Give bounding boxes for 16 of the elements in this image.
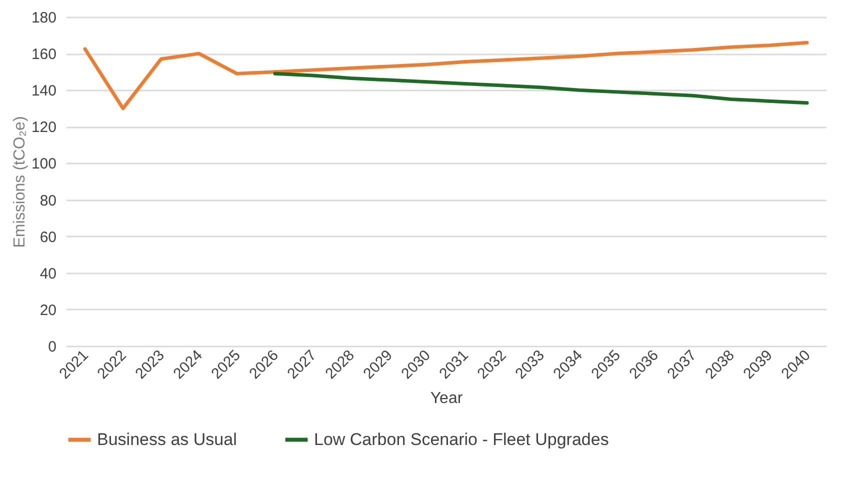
legend-label: Business as Usual	[97, 430, 237, 449]
line-series	[83, 40, 809, 110]
y-tick-label: 180	[31, 10, 56, 26]
y-tick-label: 20	[40, 302, 56, 319]
y-tick-label: 80	[40, 192, 56, 210]
legend-label: Low Carbon Scenario - Fleet Upgrades	[314, 430, 609, 449]
y-tick-label: 60	[40, 228, 56, 246]
y-tick-label: 140	[31, 82, 56, 100]
x-axis-title: Year	[430, 390, 464, 407]
y-tick-label: 120	[31, 119, 56, 136]
y-axis-title: Emissions (tCO₂e)	[11, 116, 28, 248]
y-tick-label: 40	[40, 265, 56, 282]
y-tick-label: 160	[31, 46, 56, 64]
y-tick-label: 0	[48, 338, 56, 356]
line-series	[273, 72, 809, 105]
y-tick-label: 100	[31, 156, 56, 173]
